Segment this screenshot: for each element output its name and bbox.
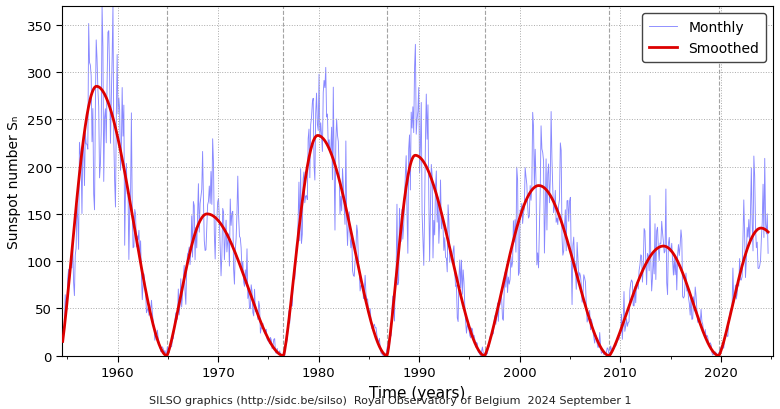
Legend: Monthly, Smoothed: Monthly, Smoothed (643, 14, 766, 63)
Monthly (58, 337, 67, 342)
Monthly (764, 251, 773, 256)
Smoothed (714, 353, 723, 358)
Monthly (76, 152, 85, 157)
Smoothed (764, 230, 773, 235)
X-axis label: Time (years): Time (years) (370, 385, 466, 400)
Monthly (713, 352, 722, 357)
Smoothed (91, 85, 101, 90)
Smoothed (663, 245, 672, 250)
Monthly (98, 4, 107, 9)
Smoothed (494, 303, 503, 308)
Monthly (278, 353, 288, 358)
Smoothed (712, 353, 722, 358)
Y-axis label: Sunspot number Sₙ: Sunspot number Sₙ (7, 115, 21, 248)
Monthly (631, 301, 640, 306)
Monthly (664, 242, 673, 247)
Monthly (507, 265, 516, 270)
Line: Monthly: Monthly (62, 7, 768, 356)
Monthly (495, 302, 504, 307)
Line: Smoothed: Smoothed (62, 87, 768, 356)
Smoothed (506, 248, 516, 253)
Smoothed (76, 164, 85, 169)
Smoothed (630, 288, 640, 292)
Smoothed (58, 339, 67, 344)
Text: SILSO graphics (http://sidc.be/silso)  Royal Observatory of Belgium  2024 Septem: SILSO graphics (http://sidc.be/silso) Ro… (149, 395, 631, 405)
